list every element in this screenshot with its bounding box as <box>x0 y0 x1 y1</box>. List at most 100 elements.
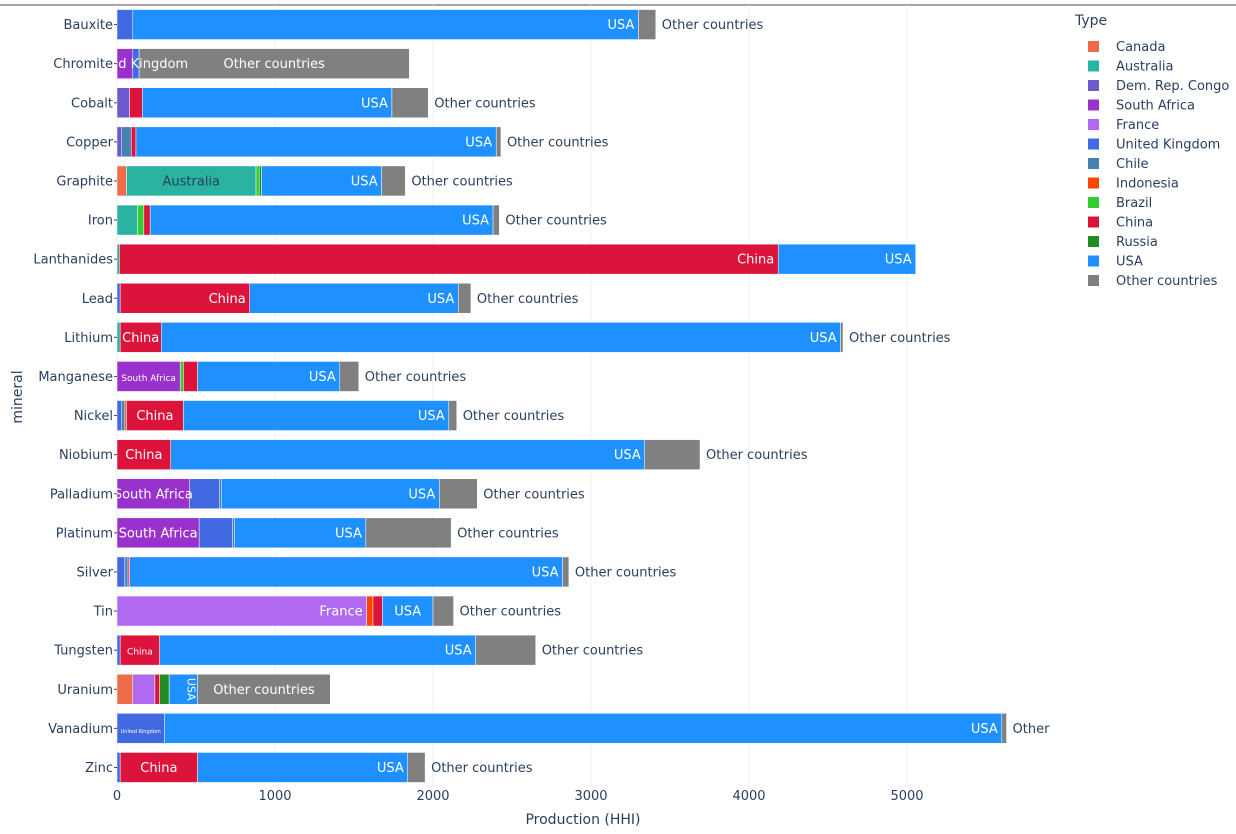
y-tick-label: Copper <box>66 135 114 150</box>
bar-lithium-other-countries <box>840 322 844 353</box>
bar-nickel-united-kingdom <box>116 400 122 431</box>
bar-label: Other countries <box>411 174 513 189</box>
bar-manganese-china <box>183 361 198 392</box>
legend-label-australia: Australia <box>1116 60 1174 75</box>
legend-swatch-brazil <box>1088 197 1099 208</box>
y-tick-label: Palladium <box>50 487 113 502</box>
bar-palladium-other-countries <box>439 478 478 509</box>
bar-label: Other countries <box>849 331 951 346</box>
bar-platinum-united-kingdom <box>198 517 233 549</box>
bar-label: Other countries <box>365 370 467 385</box>
bar-bauxite-other-countries <box>638 9 657 40</box>
bar-label: Other countries <box>477 292 579 307</box>
bar-lead-united-kingdom <box>116 283 121 314</box>
bar-label: USA <box>184 678 197 701</box>
bar-label: Other countries <box>507 135 609 150</box>
bar-platinum-chile <box>232 517 235 549</box>
bar-label: China <box>209 292 246 307</box>
bar-graphite-usa <box>261 165 382 197</box>
bar-nickel-usa <box>183 400 450 431</box>
legend-title: Type <box>1074 13 1107 29</box>
bar-bauxite-usa <box>132 9 639 40</box>
bar-bauxite-united-kingdom <box>116 9 134 40</box>
y-tick-label: Chromite <box>53 57 113 72</box>
bar-zinc-china <box>119 752 198 783</box>
bar-label: USA <box>377 761 404 776</box>
bar-silver-usa <box>129 556 563 588</box>
bar-label: Other countries <box>542 644 644 659</box>
legend-label-usa: USA <box>1116 255 1143 270</box>
bar-label: China <box>125 448 162 463</box>
bar-palladium-united-kingdom <box>189 478 220 509</box>
bar-graphite-russia <box>258 165 262 197</box>
legend-swatch-chile <box>1088 158 1099 169</box>
y-tick-label: Bauxite <box>63 18 113 33</box>
bar-label: USA <box>408 487 435 502</box>
legend-swatch-russia <box>1088 236 1099 247</box>
bar-copper-usa <box>135 126 497 158</box>
bar-lithium-australia <box>116 322 121 353</box>
x-tick-label: 0 <box>113 789 121 804</box>
y-tick-label: Uranium <box>57 683 113 698</box>
y-tick-label: Lithium <box>64 331 113 346</box>
bar-iron-china <box>143 204 151 236</box>
bar-tin-other-countries <box>432 595 454 627</box>
legend-label-indonesia: Indonesia <box>1116 177 1179 192</box>
bar-graphite-canada <box>116 165 127 197</box>
legend-label-united-kingdom: United Kingdom <box>1116 138 1220 153</box>
bar-label: South Africa <box>119 526 198 541</box>
bar-label: USA <box>309 370 336 385</box>
bar-label: United Kingdom <box>121 729 161 735</box>
bar-cobalt-china <box>129 87 143 118</box>
legend-label-china: China <box>1116 216 1153 231</box>
bar-label: Other countries <box>434 96 536 111</box>
bar-lanthanides-australia <box>116 243 120 275</box>
bar-niobium-other-countries <box>644 439 701 470</box>
bar-cobalt-dem-rep-congo <box>116 87 130 118</box>
bar-lead-other-countries <box>458 283 472 314</box>
bar-label: USA <box>607 18 634 33</box>
legend-swatch-south-africa <box>1088 99 1099 111</box>
bar-vanadium-other-countries <box>1001 713 1007 744</box>
bar-label: USA <box>885 253 912 268</box>
bar-label: USA <box>971 722 998 737</box>
bar-tungsten-china <box>119 634 160 666</box>
bar-label: USA <box>394 605 421 620</box>
bar-palladium-usa <box>221 478 440 509</box>
bar-label: Other countries <box>463 409 565 424</box>
legend-swatch-united-kingdom <box>1088 138 1099 150</box>
bar-tin-china <box>372 595 383 627</box>
bar-lanthanides-china <box>119 243 779 275</box>
bar-tin-indonesia <box>366 595 374 627</box>
bar-tungsten-other-countries <box>475 634 536 666</box>
bar-uranium-russia <box>159 674 170 705</box>
y-tick-label: Platinum <box>56 526 113 541</box>
legend-label-south-africa: South Africa <box>1116 99 1195 114</box>
legend-label-russia: Russia <box>1116 235 1158 250</box>
bar-vanadium-usa <box>164 713 1003 744</box>
bar-vanadium-united-kingdom <box>116 713 165 744</box>
bar-lithium-china <box>119 322 162 353</box>
bar-iron-brazil <box>137 204 145 236</box>
y-tick-label: Tungsten <box>53 644 113 659</box>
axes: Production (HHI) mineral 0 1000 2000 3000 40… <box>10 18 924 828</box>
bar-label: Other countries <box>460 605 562 620</box>
bars <box>116 9 1007 783</box>
y-tick-label: Graphite <box>56 174 113 189</box>
bar-graphite-australia <box>126 165 257 197</box>
legend-label-france: France <box>1116 118 1159 133</box>
legend[interactable]: Type Canada Australia Dem. Rep. Congo South… <box>1074 13 1229 289</box>
bar-silver-chile <box>124 556 129 588</box>
y-tick-label: Lanthanides <box>33 253 113 268</box>
bar-iron-australia <box>116 204 138 236</box>
bar-uranium-china <box>154 674 160 705</box>
legend-swatch-usa <box>1088 255 1099 267</box>
y-tick-label: Nickel <box>74 409 113 424</box>
bar-tin-france <box>116 595 367 627</box>
bar-label: China <box>737 253 774 268</box>
x-tick-label: 3000 <box>574 789 607 804</box>
bar-label: USA <box>361 96 388 111</box>
bar-label: Other countries <box>662 18 764 33</box>
bar-label: Other countries <box>483 487 585 502</box>
